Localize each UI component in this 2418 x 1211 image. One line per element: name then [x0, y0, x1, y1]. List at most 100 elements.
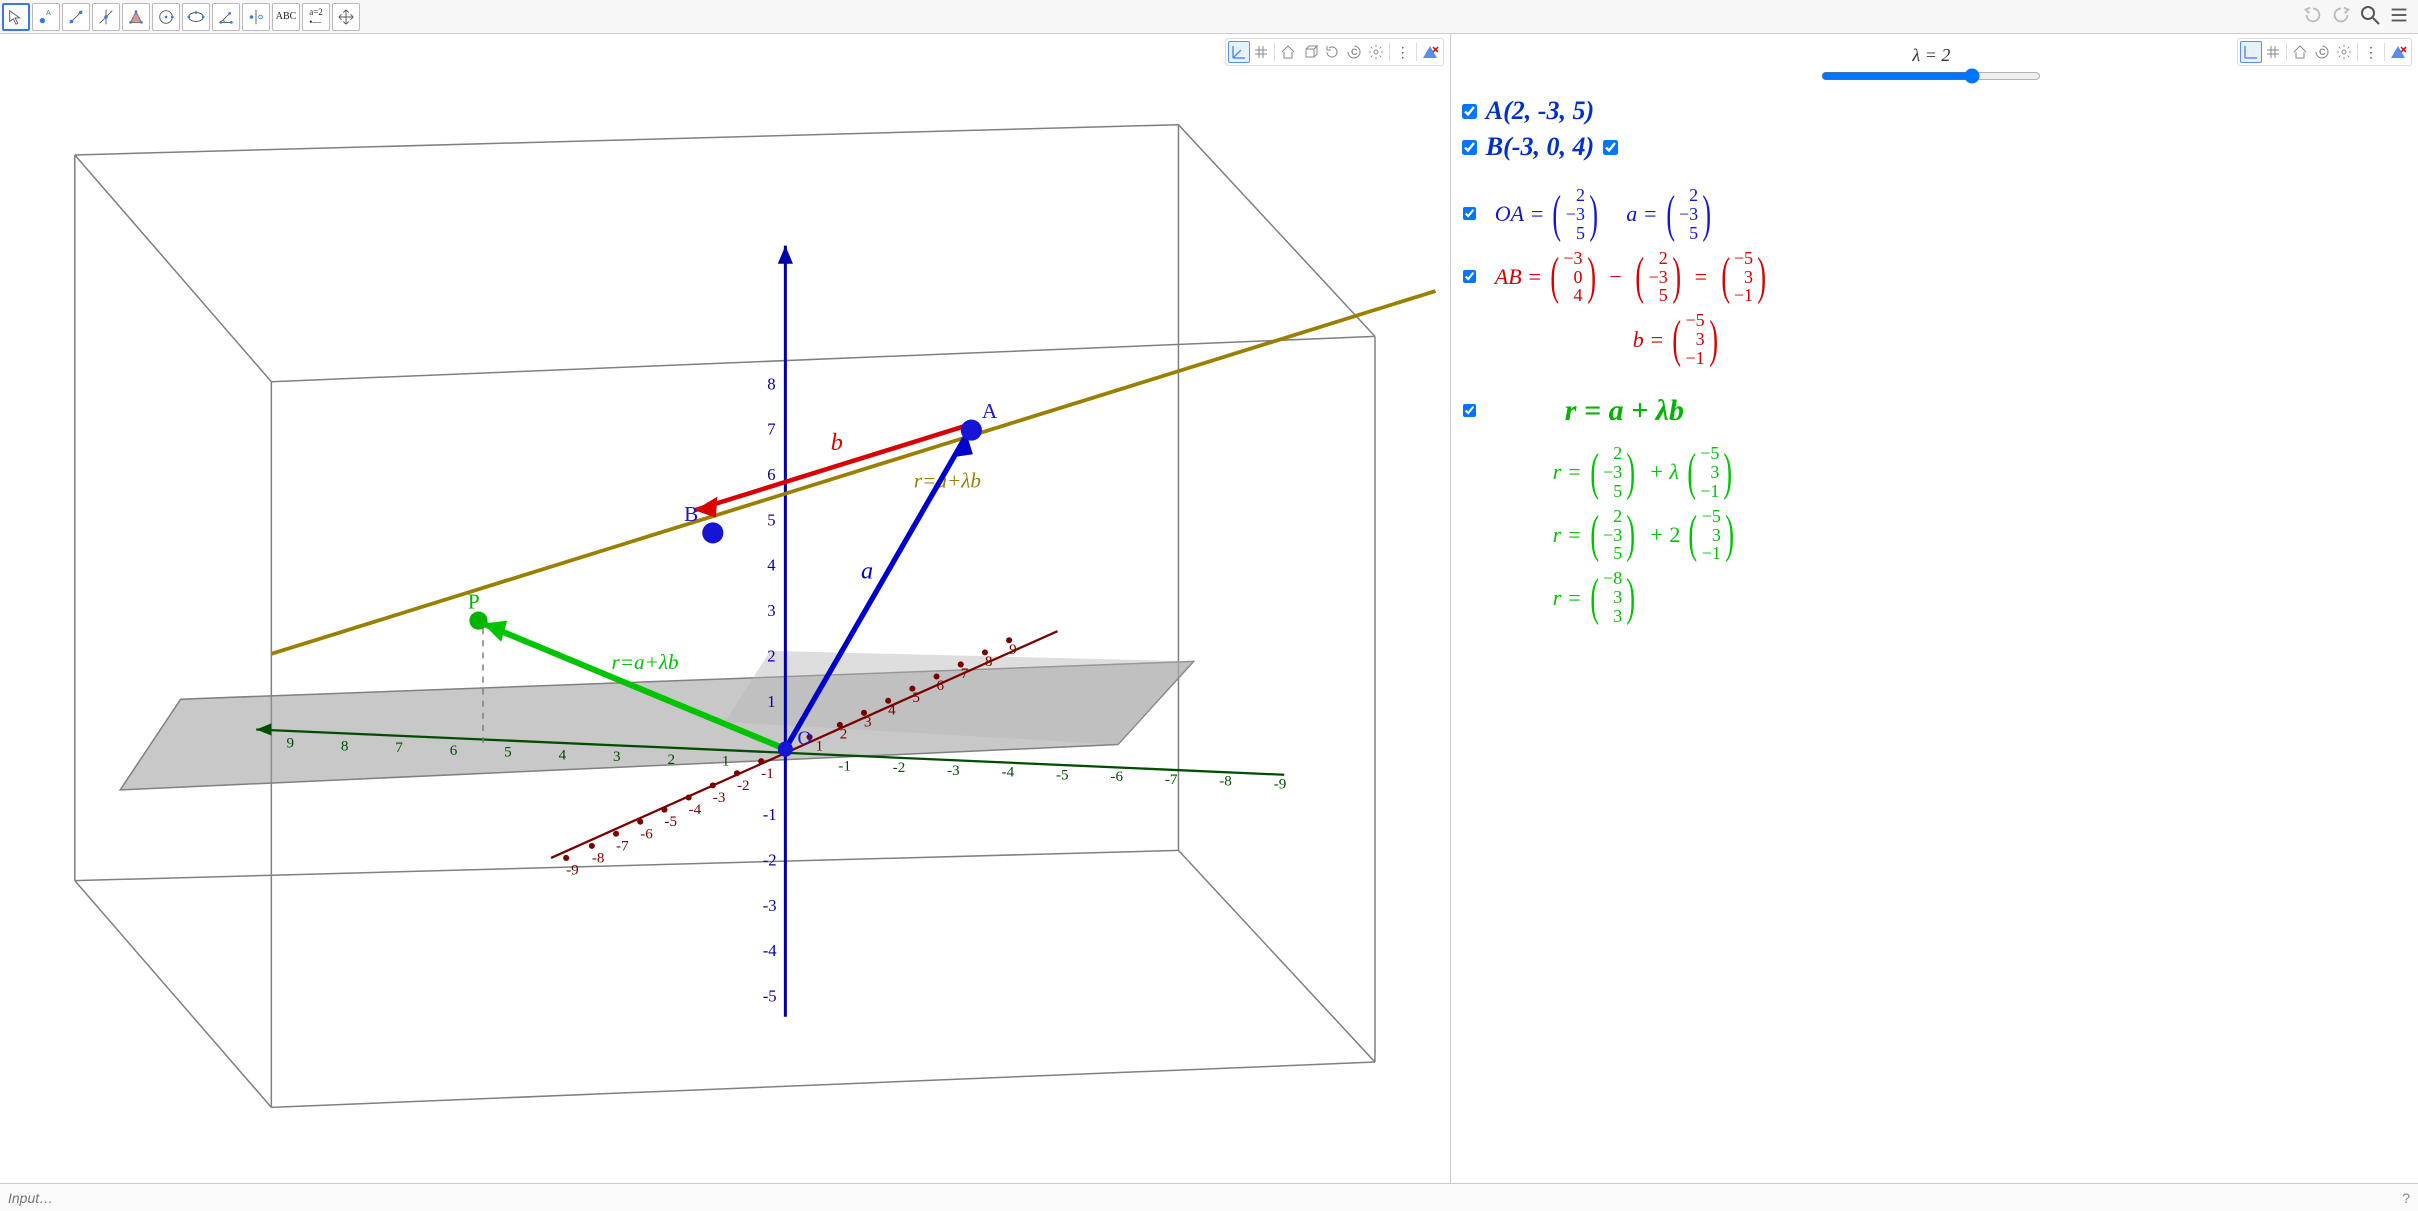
checkbox-B-trail[interactable] — [1603, 140, 1618, 155]
point-A-label: A — [982, 399, 998, 423]
svg-text:-4: -4 — [1002, 764, 1015, 780]
rotate-icon[interactable] — [1321, 41, 1343, 63]
grid-toggle-icon[interactable] — [1250, 41, 1272, 63]
vector-r-label: r=a+λb — [612, 650, 679, 674]
checkbox-AB[interactable] — [1463, 270, 1476, 283]
cube-icon[interactable] — [1299, 41, 1321, 63]
scene-3d[interactable]: -9-8-7 -6-5-4 -3-2-1 123 456 789 987 — [0, 34, 1450, 1183]
undo-icon[interactable] — [2302, 4, 2324, 29]
trace-icon[interactable]: C — [1343, 41, 1365, 63]
list-icon[interactable]: ⋮ — [1392, 41, 1414, 63]
search-icon[interactable] — [2358, 3, 2382, 30]
svg-text:-8: -8 — [592, 850, 605, 866]
row-OA: OA = (2−35) a = (2−35) — [1463, 186, 2400, 243]
svg-text:-6: -6 — [640, 826, 653, 842]
tool-conic[interactable] — [182, 3, 210, 31]
eq-rline: r = a + λb — [1565, 394, 1684, 428]
svg-text:3: 3 — [864, 714, 872, 730]
svg-text:1: 1 — [722, 754, 730, 770]
axes-2d-icon[interactable] — [2240, 41, 2262, 63]
point-P-label: P — [468, 590, 480, 614]
eq-r2: r = (2−35) + 2 (−53−1) — [1553, 507, 1738, 564]
eq-r1: r = (2−35) + λ (−53−1) — [1553, 444, 1737, 501]
home-2d-icon[interactable] — [2289, 41, 2311, 63]
svg-text:9: 9 — [1009, 642, 1017, 658]
svg-text:8: 8 — [767, 374, 775, 393]
tool-perpendicular[interactable] — [92, 3, 120, 31]
checkbox-OA[interactable] — [1463, 207, 1476, 220]
tool-polygon[interactable] — [122, 3, 150, 31]
svg-text:3: 3 — [613, 749, 621, 765]
svg-text:5: 5 — [767, 510, 775, 529]
tool-circle[interactable] — [152, 3, 180, 31]
svg-text:-4: -4 — [763, 941, 778, 960]
point-O[interactable] — [778, 742, 793, 757]
panel-3d[interactable]: C ⋮ — [0, 34, 1451, 1183]
help-icon[interactable]: ? — [2402, 1190, 2410, 1206]
svg-text:C: C — [1351, 47, 1358, 57]
svg-text:1: 1 — [767, 692, 775, 711]
row-b: b = (−53−1) — [1633, 311, 2400, 368]
svg-text:8: 8 — [341, 739, 349, 755]
point-P[interactable] — [469, 612, 487, 630]
svg-text:-3: -3 — [947, 763, 960, 779]
svg-text:-2: -2 — [737, 778, 750, 794]
tool-reflect[interactable] — [242, 3, 270, 31]
svg-text:2: 2 — [840, 727, 848, 743]
input-field[interactable] — [8, 1190, 2394, 1206]
svg-text:-1: -1 — [763, 805, 777, 824]
svg-text:5: 5 — [912, 690, 920, 706]
list-2d-icon[interactable]: ⋮ — [2360, 41, 2382, 63]
row-r1: r = (2−35) + λ (−53−1) — [1553, 444, 2400, 501]
main-split: C ⋮ — [0, 34, 2418, 1183]
tool-slider[interactable]: a=2•— — [302, 3, 330, 31]
svg-text:-3: -3 — [713, 790, 726, 806]
tool-line[interactable] — [62, 3, 90, 31]
tool-text[interactable]: ABC — [272, 3, 300, 31]
top-right-tools — [2302, 3, 2418, 30]
trace-2d-icon[interactable]: C — [2311, 41, 2333, 63]
grid-2d-icon[interactable] — [2262, 41, 2284, 63]
row-r3: r = (−833) — [1553, 569, 2400, 626]
panel-3d-toolbar: C ⋮ — [1225, 38, 1444, 66]
svg-text:4: 4 — [888, 702, 896, 718]
tool-move[interactable] — [2, 3, 30, 31]
svg-text:1: 1 — [816, 739, 824, 755]
home-icon[interactable] — [1277, 41, 1299, 63]
axes-toggle-icon[interactable] — [1228, 41, 1250, 63]
settings-2d-icon[interactable] — [2333, 41, 2355, 63]
panel-algebra[interactable]: C ⋮ λ = 2 — [1451, 34, 2418, 1183]
checkbox-B[interactable] — [1462, 140, 1477, 155]
tool-translate-view[interactable] — [332, 3, 360, 31]
point-A[interactable] — [961, 420, 982, 441]
svg-text:-2: -2 — [893, 760, 906, 776]
svg-text:-1: -1 — [761, 766, 774, 782]
svg-text:-3: -3 — [763, 896, 777, 915]
svg-text:2: 2 — [667, 752, 675, 768]
settings-icon[interactable] — [1365, 41, 1387, 63]
svg-text:4: 4 — [767, 556, 776, 575]
row-point-B: B(-3, 0, 4) — [1463, 132, 2400, 162]
tool-angle[interactable] — [212, 3, 240, 31]
checkbox-rline[interactable] — [1463, 404, 1476, 417]
lambda-slider[interactable] — [1821, 68, 2041, 84]
svg-text:A: A — [46, 8, 51, 17]
checkbox-A[interactable] — [1462, 104, 1477, 119]
svg-text:9: 9 — [286, 736, 294, 752]
close-tri-2d-icon[interactable] — [2387, 41, 2409, 63]
label-B: B(-3, 0, 4) — [1486, 132, 1594, 162]
redo-icon[interactable] — [2330, 4, 2352, 29]
close-tri-icon[interactable] — [1419, 41, 1441, 63]
svg-text:2: 2 — [767, 646, 775, 665]
svg-text:-9: -9 — [1274, 776, 1287, 792]
svg-text:6: 6 — [767, 465, 775, 484]
tool-point[interactable]: A — [32, 3, 60, 31]
point-B-label: B — [684, 502, 698, 526]
point-B[interactable] — [702, 522, 723, 543]
svg-text:-9: -9 — [566, 863, 579, 879]
tool-buttons: A ABC a=2•— — [0, 1, 362, 33]
menu-icon[interactable] — [2388, 4, 2410, 29]
row-r2: r = (2−35) + 2 (−53−1) — [1553, 507, 2400, 564]
svg-text:7: 7 — [767, 420, 775, 439]
svg-text:4: 4 — [559, 748, 567, 764]
